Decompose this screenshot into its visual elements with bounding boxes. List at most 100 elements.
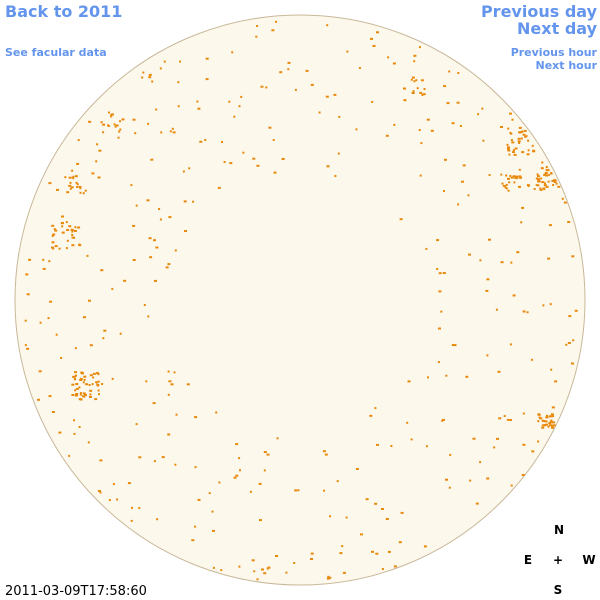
facular-point bbox=[539, 417, 543, 420]
facular-point bbox=[469, 479, 472, 482]
facular-point bbox=[256, 578, 259, 581]
facular-point bbox=[223, 161, 226, 163]
facular-point bbox=[399, 218, 403, 221]
facular-point bbox=[410, 438, 413, 441]
facular-point bbox=[78, 398, 82, 401]
facular-point bbox=[327, 575, 330, 578]
facular-point bbox=[108, 499, 111, 502]
facular-point bbox=[68, 454, 71, 457]
facular-point bbox=[531, 450, 535, 453]
facular-point bbox=[118, 130, 121, 133]
next-day-link[interactable]: Next day bbox=[517, 19, 598, 38]
facular-point bbox=[486, 477, 490, 480]
facular-point bbox=[426, 118, 430, 121]
facular-point bbox=[97, 389, 100, 392]
facular-point bbox=[192, 200, 195, 203]
facular-point bbox=[551, 406, 555, 409]
facular-point bbox=[537, 175, 540, 178]
facular-point bbox=[172, 131, 176, 134]
facular-point bbox=[420, 79, 424, 82]
facular-point bbox=[174, 249, 177, 252]
facular-point bbox=[54, 245, 58, 248]
facular-point bbox=[507, 189, 510, 192]
facular-point bbox=[287, 68, 290, 71]
facular-point bbox=[119, 120, 121, 123]
facular-point bbox=[446, 102, 450, 105]
previous-day-link[interactable]: Previous day bbox=[481, 2, 598, 21]
facular-point bbox=[98, 393, 100, 396]
facular-point bbox=[110, 115, 113, 118]
facular-point bbox=[310, 552, 314, 555]
facular-point bbox=[37, 398, 40, 401]
facular-point bbox=[413, 60, 416, 63]
facular-point bbox=[498, 417, 502, 420]
facular-point bbox=[305, 69, 309, 72]
facular-point bbox=[130, 519, 133, 522]
facular-point bbox=[107, 125, 110, 127]
facular-point bbox=[42, 267, 46, 270]
facular-point bbox=[102, 131, 105, 134]
facular-point bbox=[544, 182, 546, 185]
facular-point bbox=[418, 46, 421, 49]
facular-point bbox=[548, 422, 552, 425]
facular-point bbox=[263, 451, 267, 453]
facular-point bbox=[552, 424, 556, 427]
facular-point bbox=[152, 402, 156, 405]
next-hour-link[interactable]: Next hour bbox=[536, 59, 598, 72]
facular-point bbox=[423, 545, 427, 548]
facular-point bbox=[437, 361, 440, 364]
facular-point bbox=[69, 181, 72, 184]
facular-point bbox=[119, 128, 122, 131]
facular-point bbox=[467, 194, 470, 197]
facular-point bbox=[79, 191, 82, 194]
facular-point bbox=[242, 151, 245, 154]
facular-point bbox=[26, 347, 30, 350]
facular-point bbox=[457, 203, 460, 206]
facular-point bbox=[507, 149, 511, 152]
facular-point bbox=[535, 184, 538, 187]
previous-hour-link[interactable]: Previous hour bbox=[511, 46, 598, 59]
facular-point bbox=[155, 108, 158, 111]
facular-point bbox=[255, 35, 258, 38]
facular-point bbox=[76, 186, 79, 188]
facular-point bbox=[275, 555, 278, 557]
facular-point bbox=[191, 539, 195, 542]
facular-data-link[interactable]: See facular data bbox=[5, 46, 107, 59]
facular-point bbox=[108, 111, 110, 114]
facular-point bbox=[66, 191, 70, 194]
facular-point bbox=[427, 376, 429, 379]
facular-point bbox=[544, 420, 548, 423]
facular-point bbox=[376, 443, 379, 446]
facular-point bbox=[68, 176, 72, 179]
facular-point bbox=[549, 424, 553, 427]
facular-point bbox=[553, 179, 557, 182]
facular-point bbox=[86, 254, 89, 257]
facular-point bbox=[537, 180, 541, 183]
facular-point bbox=[167, 393, 170, 396]
facular-point bbox=[547, 425, 550, 428]
facular-point bbox=[538, 416, 541, 419]
facular-point bbox=[72, 375, 76, 378]
facular-point bbox=[443, 85, 447, 88]
facular-point bbox=[541, 161, 544, 164]
facular-point bbox=[398, 541, 402, 544]
facular-point bbox=[533, 188, 536, 190]
facular-point bbox=[524, 135, 527, 138]
facular-point bbox=[512, 151, 515, 154]
facular-point bbox=[509, 343, 512, 346]
facular-point bbox=[507, 127, 510, 130]
facular-point bbox=[513, 181, 516, 184]
facular-point bbox=[515, 177, 519, 180]
facular-point bbox=[415, 79, 418, 82]
facular-point bbox=[543, 173, 546, 176]
facular-point bbox=[522, 412, 525, 415]
facular-point bbox=[457, 72, 460, 74]
facular-point bbox=[517, 140, 521, 143]
facular-point bbox=[385, 134, 389, 137]
facular-point bbox=[88, 120, 92, 123]
back-link[interactable]: Back to 2011 bbox=[5, 2, 122, 21]
facular-point bbox=[138, 507, 141, 510]
facular-point bbox=[92, 372, 96, 375]
facular-point bbox=[70, 228, 74, 231]
facular-point bbox=[235, 443, 239, 446]
